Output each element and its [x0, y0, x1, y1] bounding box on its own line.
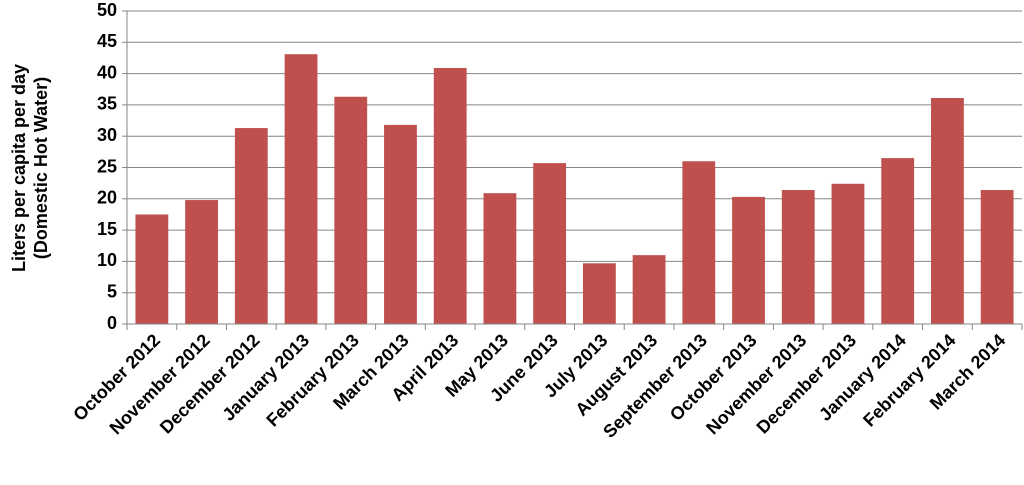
bar	[781, 190, 815, 324]
y-tick-label: 10	[97, 250, 117, 270]
y-tick-label: 5	[107, 281, 117, 301]
y-tick-label: 50	[97, 0, 117, 20]
bar	[881, 158, 915, 324]
bar	[632, 255, 666, 324]
bar	[384, 124, 417, 324]
y-axis-title-line: (Domestic Hot Water)	[31, 77, 51, 259]
bar	[533, 163, 567, 324]
bar	[980, 190, 1014, 324]
y-tick-label: 30	[97, 125, 117, 145]
y-tick-label: 45	[97, 31, 117, 51]
bar	[433, 67, 467, 324]
bar	[234, 128, 268, 324]
bar	[334, 96, 368, 325]
y-tick-label: 35	[97, 94, 117, 114]
bar	[135, 214, 169, 324]
y-tick-label: 40	[97, 62, 117, 82]
bar	[831, 183, 865, 324]
bar	[931, 98, 964, 324]
y-tick-label: 0	[107, 313, 117, 333]
x-tick-label: October 2013	[666, 330, 761, 425]
x-tick-label: January 2014	[815, 330, 910, 425]
x-tick-label: January 2013	[218, 330, 313, 425]
y-axis-title-line: Liters per capita per day	[9, 64, 29, 272]
bar	[284, 54, 318, 324]
y-tick-label: 25	[97, 156, 117, 176]
y-tick-label: 15	[97, 219, 117, 239]
bar	[483, 193, 517, 324]
bar	[185, 200, 218, 324]
y-tick-label: 20	[97, 188, 117, 208]
bar	[732, 196, 765, 324]
bar	[682, 161, 716, 324]
x-tick-label: October 2012	[69, 330, 164, 425]
y-axis-title: Liters per capita per day (Domestic Hot …	[9, 64, 51, 272]
bar	[582, 263, 616, 324]
